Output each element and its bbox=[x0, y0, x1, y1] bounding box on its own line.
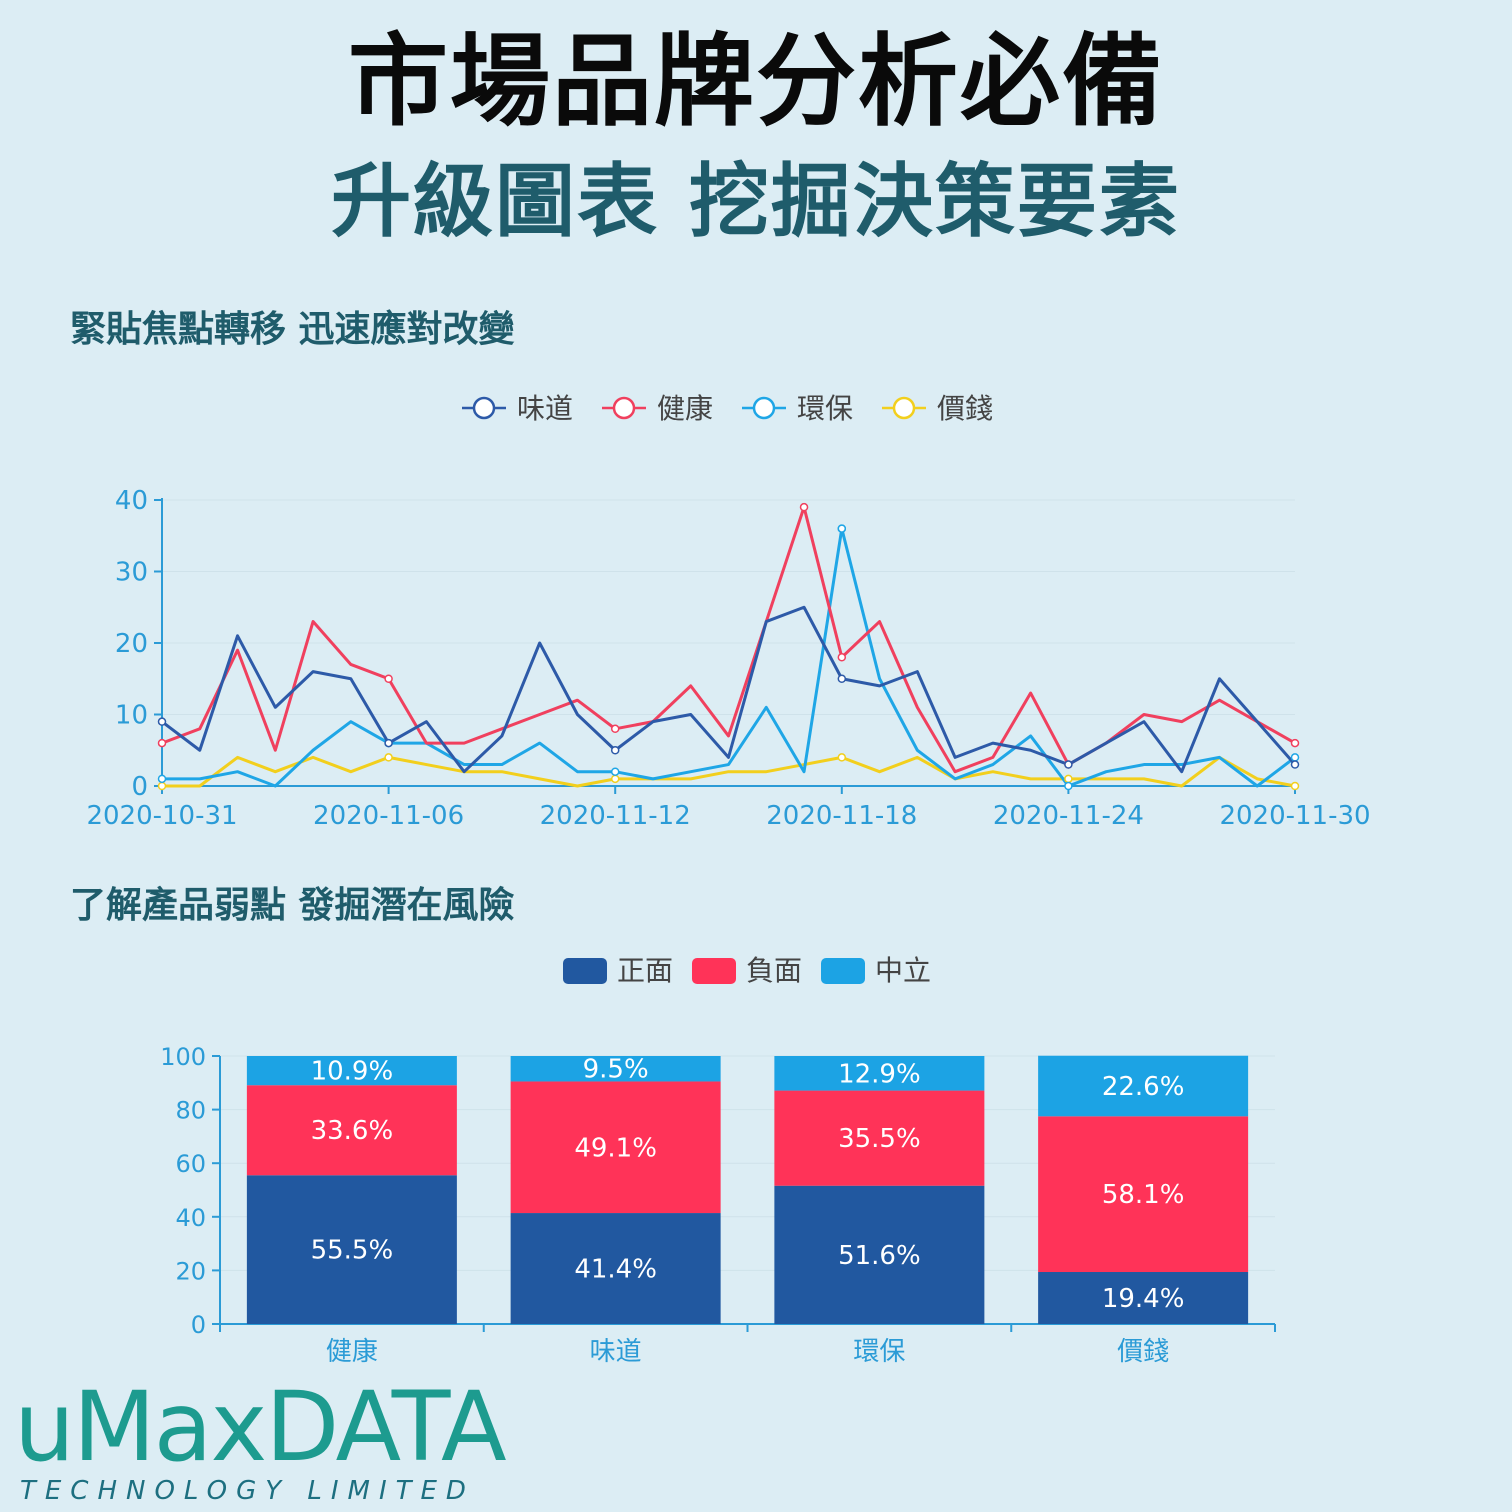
legend-item-1: 負面 bbox=[692, 954, 802, 987]
data-point bbox=[1290, 738, 1300, 748]
data-point bbox=[384, 738, 393, 748]
legend-item-3: 價錢 bbox=[882, 392, 993, 425]
data-point bbox=[837, 653, 847, 662]
legend-item-0: 味道 bbox=[462, 392, 573, 425]
data-point bbox=[384, 674, 393, 683]
legend-item-2: 環保 bbox=[742, 392, 853, 425]
legend-marker bbox=[612, 396, 636, 420]
legend-label: 環保 bbox=[797, 392, 853, 425]
data-point bbox=[1064, 760, 1073, 769]
legend-swatch bbox=[821, 958, 865, 984]
bar-data-label: 9.5% bbox=[583, 1055, 649, 1085]
legend-item-2: 中立 bbox=[821, 954, 931, 987]
bar-chart-heading: 了解產品弱點 發掘潛在風險 bbox=[70, 885, 515, 926]
page-subtitle: 升級圖表 挖掘決策要素 bbox=[331, 155, 1181, 248]
bar-data-label: 51.6% bbox=[838, 1241, 921, 1271]
x-tick-label: 價錢 bbox=[1117, 1337, 1169, 1367]
bar-segment bbox=[246, 1085, 457, 1176]
legend-label: 味道 bbox=[517, 392, 573, 425]
bar-segment bbox=[1038, 1055, 1249, 1117]
legend-label: 負面 bbox=[746, 954, 802, 987]
data-point bbox=[610, 767, 620, 776]
bar-segment bbox=[774, 1056, 985, 1091]
data-point bbox=[1290, 781, 1300, 791]
y-tick-label: 80 bbox=[175, 1097, 206, 1125]
data-point bbox=[837, 753, 847, 762]
bar-segment bbox=[246, 1056, 457, 1086]
x-tick-label: 2020-11-18 bbox=[766, 801, 917, 831]
x-tick-label: 2020-11-12 bbox=[540, 801, 691, 831]
bar-data-label: 33.6% bbox=[311, 1116, 394, 1146]
x-tick-label: 2020-11-06 bbox=[313, 801, 464, 831]
bar-data-label: 19.4% bbox=[1102, 1284, 1185, 1314]
x-tick-label: 2020-10-31 bbox=[86, 801, 237, 831]
bar-data-label: 35.5% bbox=[838, 1124, 921, 1154]
bar-data-label: 10.9% bbox=[311, 1057, 394, 1087]
legend-item-1: 健康 bbox=[602, 392, 713, 425]
data-point bbox=[799, 502, 809, 512]
data-point bbox=[610, 724, 620, 734]
series-line-3 bbox=[162, 755, 1296, 788]
bar-data-label: 55.5% bbox=[311, 1236, 394, 1266]
y-tick-label: 0 bbox=[131, 772, 148, 802]
line-chart-heading: 緊貼焦點轉移 迅速應對改變 bbox=[70, 309, 515, 350]
bar-data-label: 12.9% bbox=[838, 1059, 921, 1089]
data-point bbox=[157, 774, 167, 784]
series-line-2 bbox=[162, 527, 1296, 788]
legend-item-0: 正面 bbox=[563, 954, 673, 987]
y-tick-label: 40 bbox=[115, 486, 148, 516]
data-point bbox=[1064, 781, 1073, 791]
data-point bbox=[610, 746, 620, 755]
y-tick-label: 30 bbox=[115, 558, 148, 588]
bar-segment bbox=[510, 1213, 721, 1324]
bar-segment bbox=[246, 1175, 457, 1324]
x-tick-label: 2020-11-24 bbox=[993, 801, 1144, 831]
y-tick-label: 100 bbox=[160, 1043, 206, 1071]
bar-data-label: 41.4% bbox=[574, 1255, 657, 1285]
y-tick-label: 10 bbox=[115, 701, 148, 731]
data-point bbox=[384, 753, 393, 762]
legend-label: 健康 bbox=[657, 392, 713, 425]
data-point bbox=[837, 524, 847, 533]
legend-swatch bbox=[692, 958, 736, 984]
company-logo-tagline: TECHNOLOGY LIMITED bbox=[20, 1476, 475, 1506]
x-tick-label: 環保 bbox=[853, 1337, 905, 1367]
data-point bbox=[1290, 760, 1300, 769]
company-logo: uMaxDATA bbox=[14, 1371, 507, 1483]
bar-segment bbox=[1038, 1116, 1249, 1273]
y-tick-label: 20 bbox=[175, 1257, 206, 1285]
bar-data-label: 49.1% bbox=[574, 1133, 657, 1163]
bar-segment bbox=[774, 1185, 985, 1324]
bar-data-label: 58.1% bbox=[1102, 1180, 1185, 1210]
bar-segment bbox=[510, 1056, 721, 1082]
bar-segment bbox=[510, 1081, 721, 1214]
series-line-0 bbox=[161, 605, 1297, 774]
y-tick-label: 20 bbox=[115, 629, 148, 659]
data-point bbox=[837, 674, 847, 683]
y-tick-label: 40 bbox=[175, 1204, 206, 1232]
legend-label: 價錢 bbox=[937, 392, 993, 425]
x-tick-label: 2020-11-30 bbox=[1219, 801, 1370, 831]
legend-marker bbox=[472, 396, 496, 420]
y-tick-label: 0 bbox=[191, 1311, 206, 1339]
x-tick-label: 味道 bbox=[590, 1337, 642, 1367]
bar-segment bbox=[1038, 1272, 1249, 1324]
x-tick-label: 健康 bbox=[326, 1337, 378, 1367]
legend-label: 中立 bbox=[875, 954, 931, 987]
bar-data-label: 22.6% bbox=[1102, 1072, 1185, 1102]
page-title: 市場品牌分析必備 bbox=[348, 23, 1164, 140]
legend-marker bbox=[892, 396, 916, 420]
legend-label: 正面 bbox=[617, 954, 673, 987]
legend-marker bbox=[752, 396, 776, 420]
legend-swatch bbox=[563, 958, 607, 984]
data-point bbox=[157, 717, 167, 726]
data-point bbox=[157, 738, 167, 748]
y-tick-label: 60 bbox=[175, 1150, 206, 1178]
bar-segment bbox=[774, 1090, 985, 1186]
